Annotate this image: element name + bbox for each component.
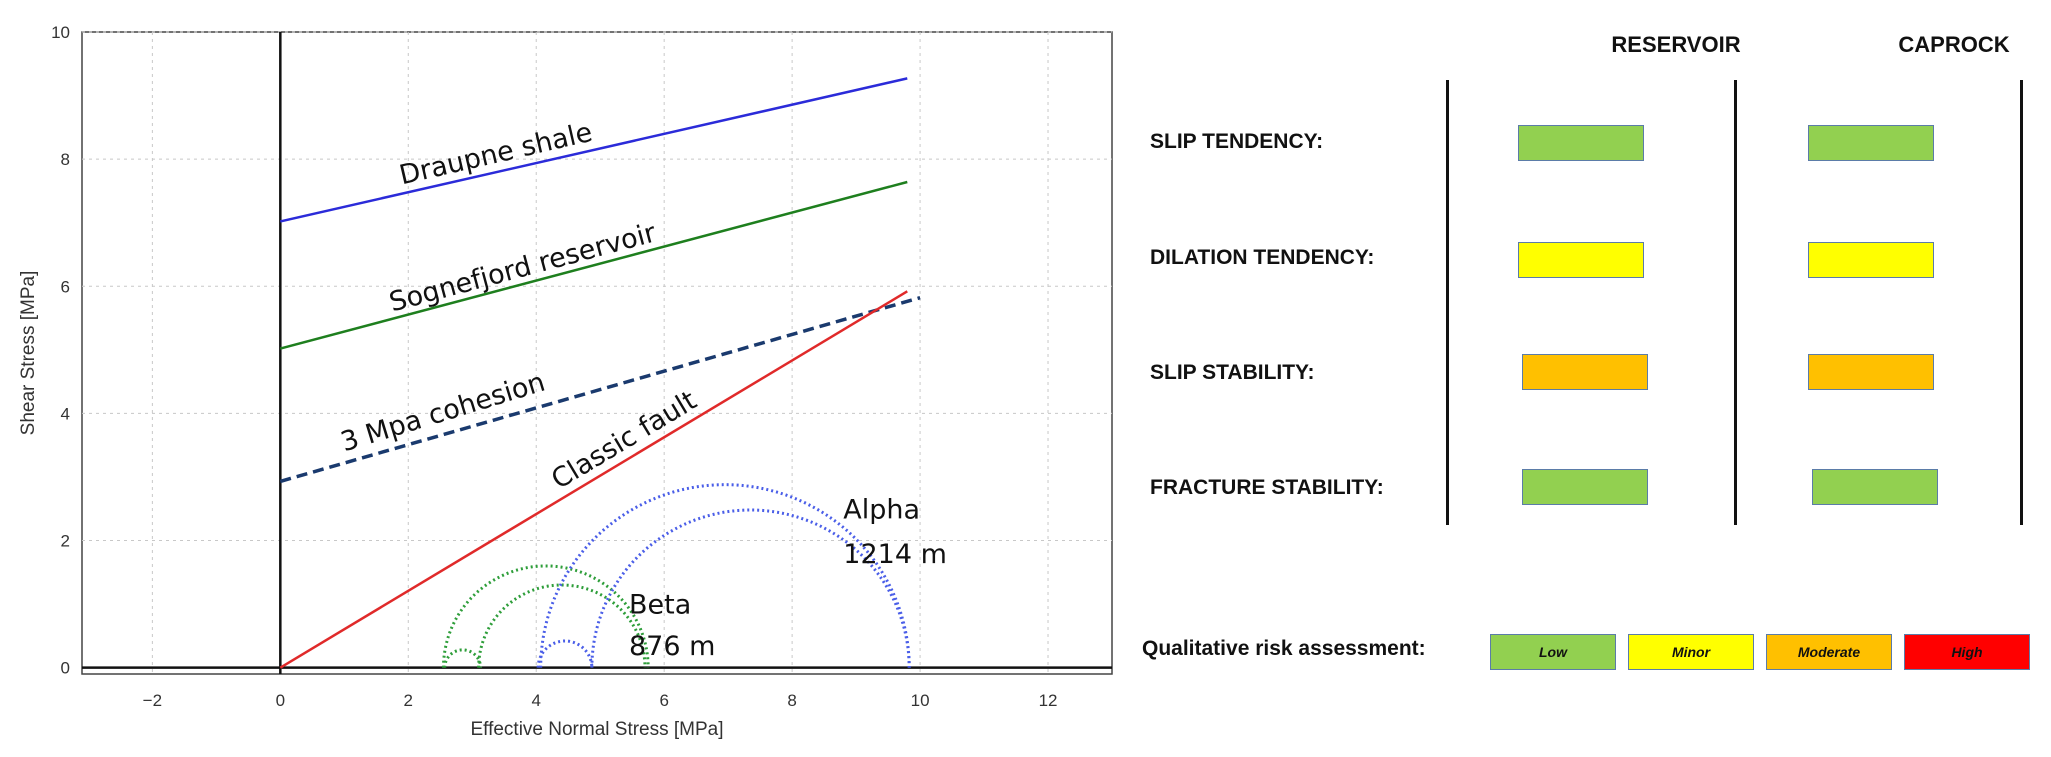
mohr-circle-beta xyxy=(443,648,483,668)
series-line-3-mpa-cohesion xyxy=(279,296,921,484)
mohr-circles xyxy=(441,483,911,668)
y-tick-label: 8 xyxy=(61,150,70,169)
x-tick-label: 12 xyxy=(1039,691,1058,710)
x-tick-label: −2 xyxy=(143,691,162,710)
y-axis-title: Shear Stress [MPa] xyxy=(18,271,39,436)
row-label-fracture-stability: FRACTURE STABILITY: xyxy=(1150,476,1384,499)
cell-caprock-slip-stability xyxy=(1808,354,1934,390)
row-label-slip-stability: SLIP STABILITY: xyxy=(1150,361,1315,384)
divider-middle xyxy=(1734,80,1737,525)
zero-axes xyxy=(82,32,1112,674)
row-label-dilation-tendency: DILATION TENDENCY: xyxy=(1150,246,1375,269)
legend-low: Low xyxy=(1490,634,1616,670)
annotation-label: Beta xyxy=(629,590,691,621)
assessment-panel: RESERVOIR CAPROCK SLIP TENDENCY: DILATIO… xyxy=(1120,0,2051,757)
cell-caprock-fracture-stability xyxy=(1812,469,1938,505)
x-tick-label: 8 xyxy=(787,691,796,710)
mohr-circle-beta xyxy=(441,564,650,668)
x-tick-label: 6 xyxy=(659,691,668,710)
series-line-classic-fault xyxy=(279,290,908,669)
annotation-label: Alpha xyxy=(843,494,920,525)
failure-envelopes xyxy=(279,77,921,669)
cell-reservoir-slip-tendency xyxy=(1518,125,1644,161)
tick-labels: −2 0 2 4 6 8 10 12 0 2 4 6 8 10 xyxy=(51,23,1057,710)
cell-caprock-dilation-tendency xyxy=(1808,242,1934,278)
legend-moderate: Moderate xyxy=(1766,634,1892,670)
legend-minor: Minor xyxy=(1628,634,1754,670)
annotation-label: 1214 m xyxy=(843,539,947,570)
y-tick-label: 10 xyxy=(51,23,70,42)
annotation-label: 876 m xyxy=(629,631,715,662)
cell-caprock-slip-tendency xyxy=(1808,125,1934,161)
y-tick-label: 4 xyxy=(61,404,70,423)
y-tick-label: 2 xyxy=(61,532,70,551)
divider-right xyxy=(2020,80,2023,525)
mohr-circle-alpha xyxy=(590,508,911,668)
x-axis-title: Effective Normal Stress [MPa] xyxy=(470,719,723,740)
cell-reservoir-slip-stability xyxy=(1522,354,1648,390)
x-tick-label: 0 xyxy=(276,691,285,710)
cell-reservoir-fracture-stability xyxy=(1522,469,1648,505)
row-label-slip-tendency: SLIP TENDENCY: xyxy=(1150,130,1324,153)
series-line-sognefjord-reservoir xyxy=(280,180,908,350)
x-tick-label: 4 xyxy=(531,691,540,710)
column-header-reservoir: RESERVOIR xyxy=(1611,32,1741,57)
divider-left xyxy=(1446,80,1449,525)
y-tick-label: 6 xyxy=(61,277,70,296)
series-line-draupne-shale xyxy=(280,77,908,223)
legend-high: High xyxy=(1904,634,2030,670)
cell-reservoir-dilation-tendency xyxy=(1518,242,1644,278)
legend-title: Qualitative risk assessment: xyxy=(1142,637,1426,660)
y-tick-label: 0 xyxy=(61,659,70,678)
column-header-caprock: CAPROCK xyxy=(1898,32,2010,57)
plot-area xyxy=(81,31,1113,675)
mohr-circle-alpha xyxy=(536,639,594,668)
x-tick-label: 2 xyxy=(404,691,413,710)
x-tick-label: 10 xyxy=(911,691,930,710)
